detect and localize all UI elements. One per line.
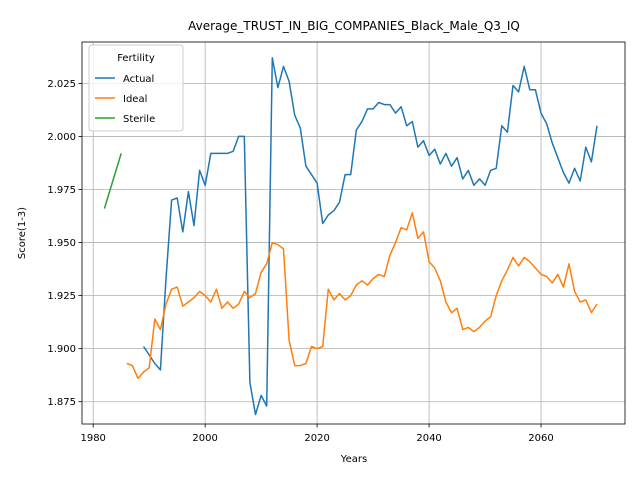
y-tick-label: 1.950: [47, 238, 76, 249]
legend-title: Fertility: [117, 53, 155, 64]
y-tick-label: 1.875: [47, 397, 76, 408]
x-axis-label: Years: [340, 454, 367, 465]
legend-label-actual: Actual: [123, 74, 154, 85]
plot-frame: [81, 41, 626, 425]
x-tick-label: 2000: [192, 433, 217, 444]
y-axis: 1.875 1.900 1.925 1.950 1.975 2.000 2.025: [47, 79, 82, 408]
y-axis-label: Score(1-3): [17, 207, 28, 259]
y-tick-label: 2.025: [47, 79, 76, 90]
grid-lines: [82, 42, 625, 424]
legend-label-sterile: Sterile: [123, 114, 155, 125]
chart-title: Average_TRUST_IN_BIG_COMPANIES_Black_Mal…: [188, 19, 520, 33]
x-tick-label: 2020: [304, 433, 329, 444]
x-axis: 1980 2000 2020 2040 2060: [80, 424, 554, 444]
x-tick-label: 1980: [80, 433, 105, 444]
y-tick-label: 2.000: [47, 132, 76, 143]
series-line-sterile: [103, 153, 122, 209]
x-tick-label: 2040: [416, 433, 441, 444]
legend: Fertility Actual Ideal Sterile: [88, 44, 184, 132]
x-tick-label: 2060: [528, 433, 553, 444]
legend-box: [88, 44, 184, 132]
y-tick-label: 1.900: [47, 344, 76, 355]
plot-lines: [103, 57, 598, 416]
series-line-ideal: [126, 212, 598, 380]
series-line-actual: [142, 57, 598, 416]
y-tick-label: 1.975: [47, 185, 76, 196]
legend-label-ideal: Ideal: [123, 94, 147, 105]
y-tick-label: 1.925: [47, 291, 76, 302]
